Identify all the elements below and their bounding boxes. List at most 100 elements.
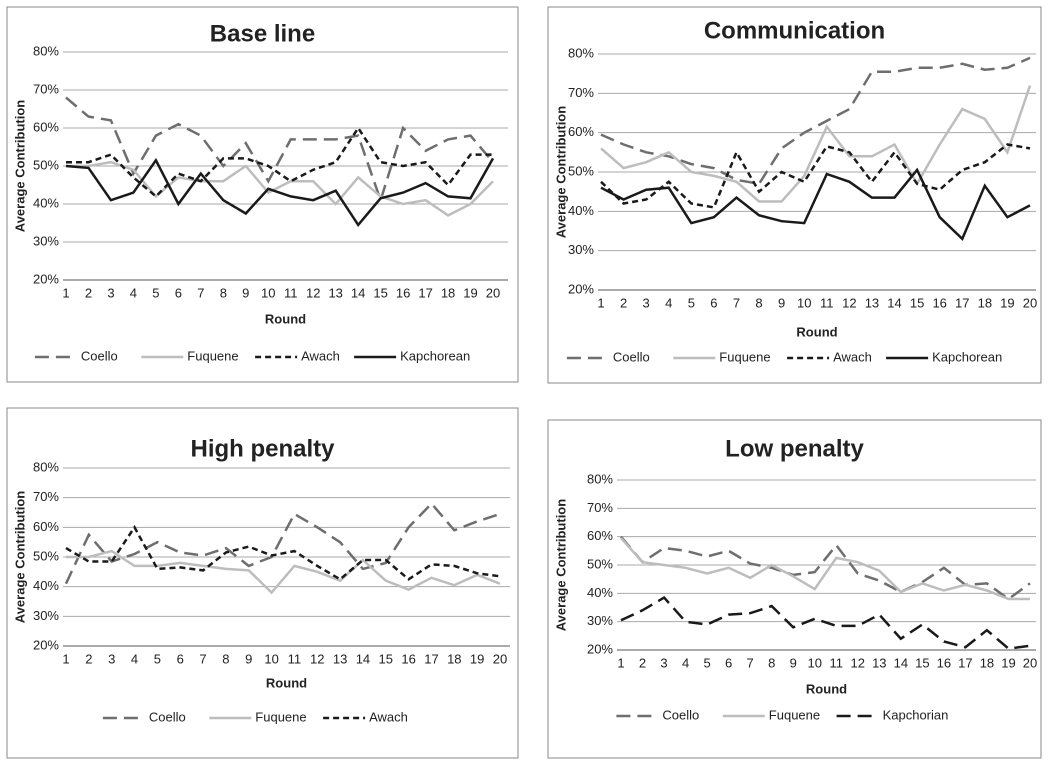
- x-tick-label: 14: [356, 651, 370, 666]
- x-tick-label: 10: [264, 651, 278, 666]
- x-axis-title: Round: [266, 675, 307, 690]
- y-tick-label: 50%: [33, 548, 59, 563]
- x-tick-label: 2: [620, 295, 627, 310]
- x-tick-label: 18: [441, 285, 455, 300]
- chart-title: Base line: [210, 20, 315, 47]
- data-line: [65, 524, 501, 581]
- x-tick-label: 5: [703, 655, 710, 670]
- x-tick-label: 17: [958, 655, 972, 670]
- x-tick-label: 13: [865, 295, 879, 310]
- x-tick-label: 20: [493, 651, 507, 666]
- x-tick-label: 3: [107, 285, 114, 300]
- x-tick-label: 12: [851, 655, 865, 670]
- x-tick-label: 8: [768, 655, 775, 670]
- x-tick-label: 15: [373, 285, 387, 300]
- chart-title: Communication: [704, 17, 885, 44]
- x-tick-label: 19: [470, 651, 484, 666]
- x-tick-label: 20: [486, 285, 500, 300]
- x-tick-label: 7: [199, 651, 206, 666]
- x-tick-label: 11: [284, 285, 298, 300]
- chart-title: Low penalty: [725, 435, 864, 462]
- x-tick-label: 1: [617, 655, 624, 670]
- x-tick-label: 3: [643, 295, 650, 310]
- y-tick-label: 40%: [587, 585, 613, 600]
- x-tick-label: 10: [261, 285, 275, 300]
- panel-frame: [547, 6, 1042, 384]
- y-tick-label: 60%: [33, 519, 59, 534]
- x-tick-label: 13: [328, 285, 342, 300]
- x-tick-label: 16: [937, 655, 951, 670]
- x-axis-title: Round: [265, 311, 306, 326]
- chart-title: High penalty: [190, 435, 335, 462]
- x-tick-label: 4: [130, 285, 137, 300]
- x-tick-label: 15: [379, 651, 393, 666]
- x-tick-label: 10: [808, 655, 822, 670]
- x-tick-label: 14: [351, 285, 365, 300]
- y-axis-title: Average Contribution: [553, 499, 568, 631]
- legend-label: Fuquene: [255, 709, 306, 724]
- y-tick-label: 20%: [33, 271, 59, 286]
- x-tick-label: 19: [1000, 295, 1014, 310]
- x-tick-label: 9: [242, 285, 249, 300]
- legend-label: Fuquene: [187, 348, 238, 363]
- data-line: [65, 96, 494, 205]
- data-line: [600, 85, 1032, 203]
- x-tick-label: 1: [597, 295, 604, 310]
- x-tick-label: 12: [310, 651, 324, 666]
- x-tick-label: 8: [755, 295, 762, 310]
- y-tick-label: 50%: [587, 556, 613, 571]
- x-tick-label: 5: [688, 295, 695, 310]
- x-tick-label: 3: [108, 651, 115, 666]
- y-tick-label: 30%: [568, 242, 594, 257]
- x-tick-label: 19: [463, 285, 477, 300]
- x-tick-label: 15: [915, 655, 929, 670]
- y-tick-label: 40%: [33, 578, 59, 593]
- x-tick-label: 17: [424, 651, 438, 666]
- x-tick-label: 19: [1001, 655, 1015, 670]
- data-line: [620, 535, 1031, 601]
- y-tick-label: 80%: [33, 43, 59, 58]
- y-tick-label: 40%: [568, 203, 594, 218]
- legend-label: Coello: [662, 707, 699, 722]
- y-axis-title: Average Contribution: [12, 491, 27, 623]
- x-tick-label: 6: [725, 655, 732, 670]
- y-tick-label: 50%: [568, 163, 594, 178]
- x-tick-label: 6: [710, 295, 717, 310]
- x-tick-label: 18: [447, 651, 461, 666]
- y-tick-label: 60%: [568, 124, 594, 139]
- panel-frame: [6, 6, 519, 383]
- legend-label: Kapchorean: [400, 348, 470, 363]
- legend-label: Fuquene: [719, 349, 770, 364]
- x-tick-label: 9: [790, 655, 797, 670]
- x-tick-label: 20: [1023, 295, 1037, 310]
- x-axis-title: Round: [806, 681, 847, 696]
- legend-label: Coello: [81, 348, 118, 363]
- x-tick-label: 13: [872, 655, 886, 670]
- y-tick-label: 20%: [568, 281, 594, 296]
- x-tick-label: 12: [842, 295, 856, 310]
- panel-frame: [6, 407, 519, 759]
- y-tick-label: 80%: [587, 471, 613, 486]
- x-tick-label: 11: [288, 651, 302, 666]
- x-tick-label: 7: [197, 285, 204, 300]
- data-line: [66, 160, 494, 217]
- x-tick-label: 6: [175, 285, 182, 300]
- y-tick-label: 70%: [33, 81, 59, 96]
- legend-label: Kapchorean: [932, 349, 1002, 364]
- y-tick-label: 30%: [587, 613, 613, 628]
- x-tick-label: 17: [955, 295, 969, 310]
- y-tick-label: 50%: [33, 157, 59, 172]
- x-tick-label: 10: [797, 295, 811, 310]
- x-tick-label: 20: [1023, 655, 1037, 670]
- legend-label: Awach: [833, 349, 872, 364]
- x-tick-label: 3: [660, 655, 667, 670]
- x-tick-label: 15: [910, 295, 924, 310]
- legend-label: Fuquene: [769, 707, 820, 722]
- x-tick-label: 9: [245, 651, 252, 666]
- x-tick-label: 1: [62, 651, 69, 666]
- data-line: [64, 501, 501, 585]
